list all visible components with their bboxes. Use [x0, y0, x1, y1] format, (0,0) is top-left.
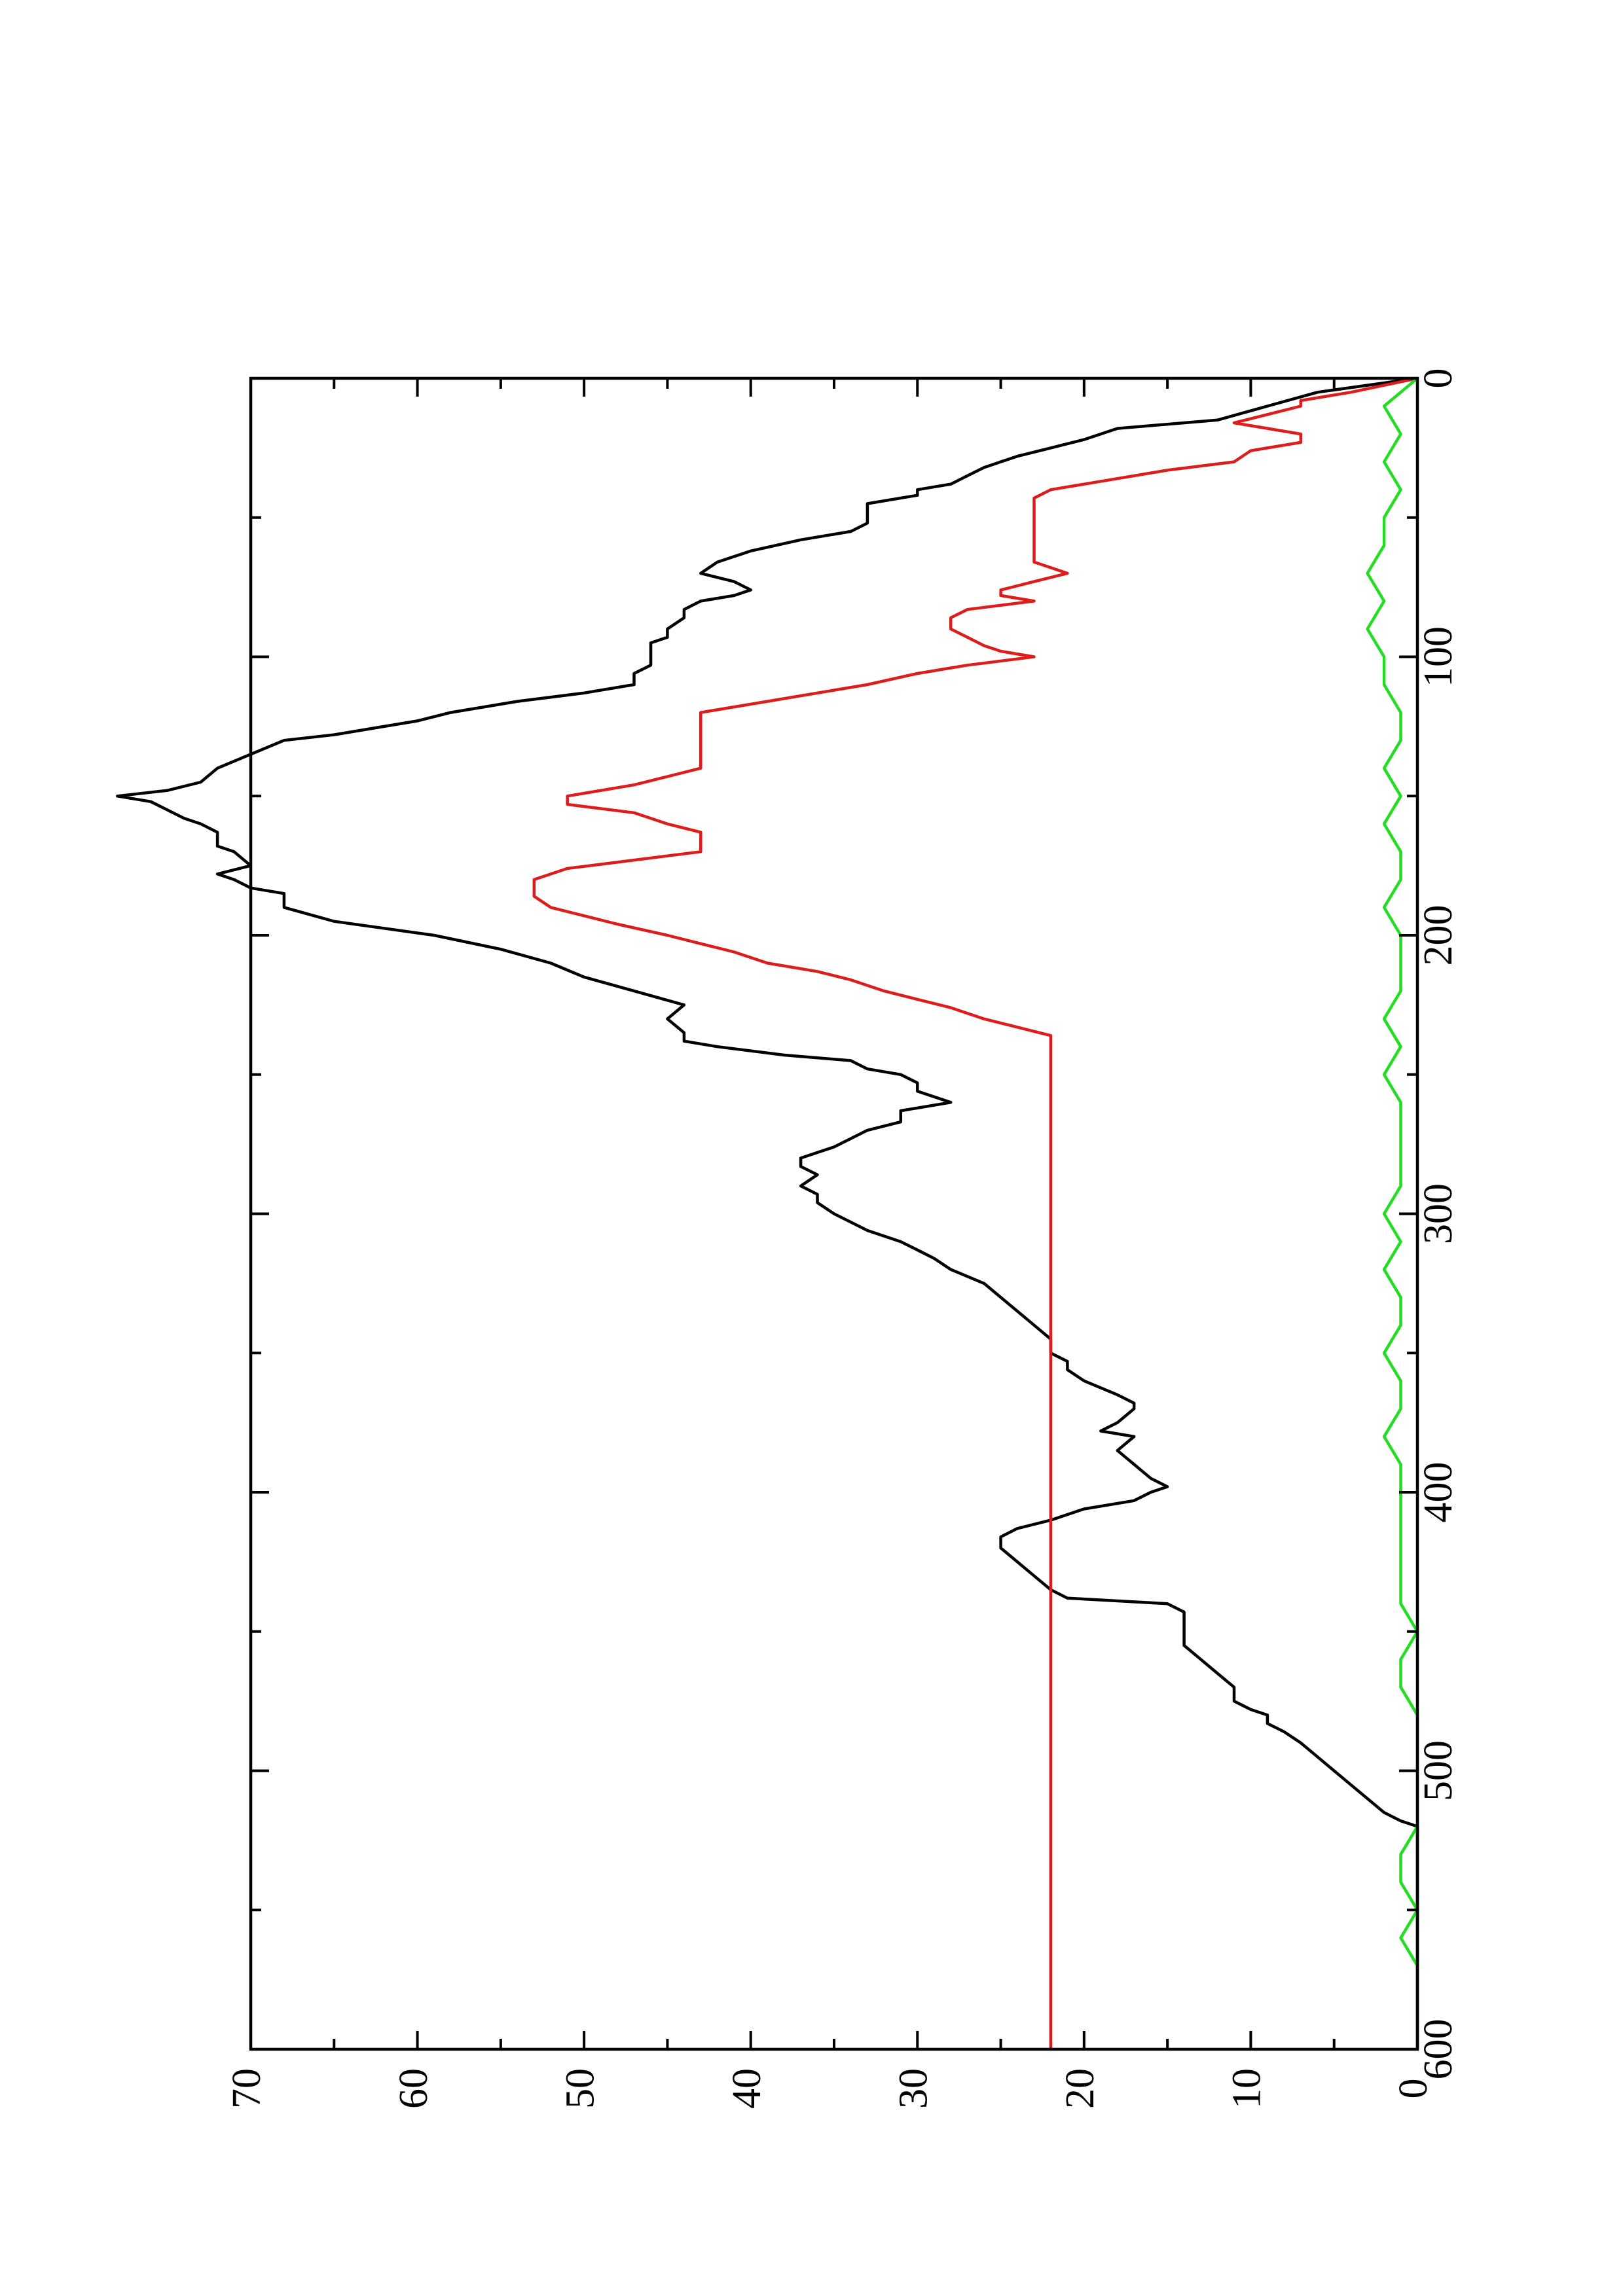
y-tick-label: 20: [1058, 2068, 1103, 2109]
y-tick-label: 10: [1225, 2068, 1269, 2109]
x-tick-label: 400: [1416, 1462, 1461, 1523]
plot-frame: [249, 376, 1419, 2051]
series-line-2: [532, 376, 1418, 2049]
y-tick-label: 0: [1391, 2079, 1436, 2099]
series-line-1: [116, 376, 1419, 2049]
x-tick-label: 500: [1416, 1740, 1461, 1801]
y-tick-label: 50: [558, 2068, 602, 2109]
y-tick-label: 60: [392, 2068, 436, 2109]
y-tick-label: 30: [892, 2068, 936, 2109]
y-tick-label: 40: [725, 2068, 769, 2109]
y-tick-label: 70: [225, 2068, 269, 2109]
x-tick-label: 100: [1416, 626, 1461, 687]
x-tick-label: 600: [1416, 2019, 1461, 2080]
x-tick-label: 200: [1416, 905, 1461, 966]
x-tick-label: 300: [1416, 1183, 1461, 1244]
x-tick-label: 0: [1416, 368, 1461, 389]
